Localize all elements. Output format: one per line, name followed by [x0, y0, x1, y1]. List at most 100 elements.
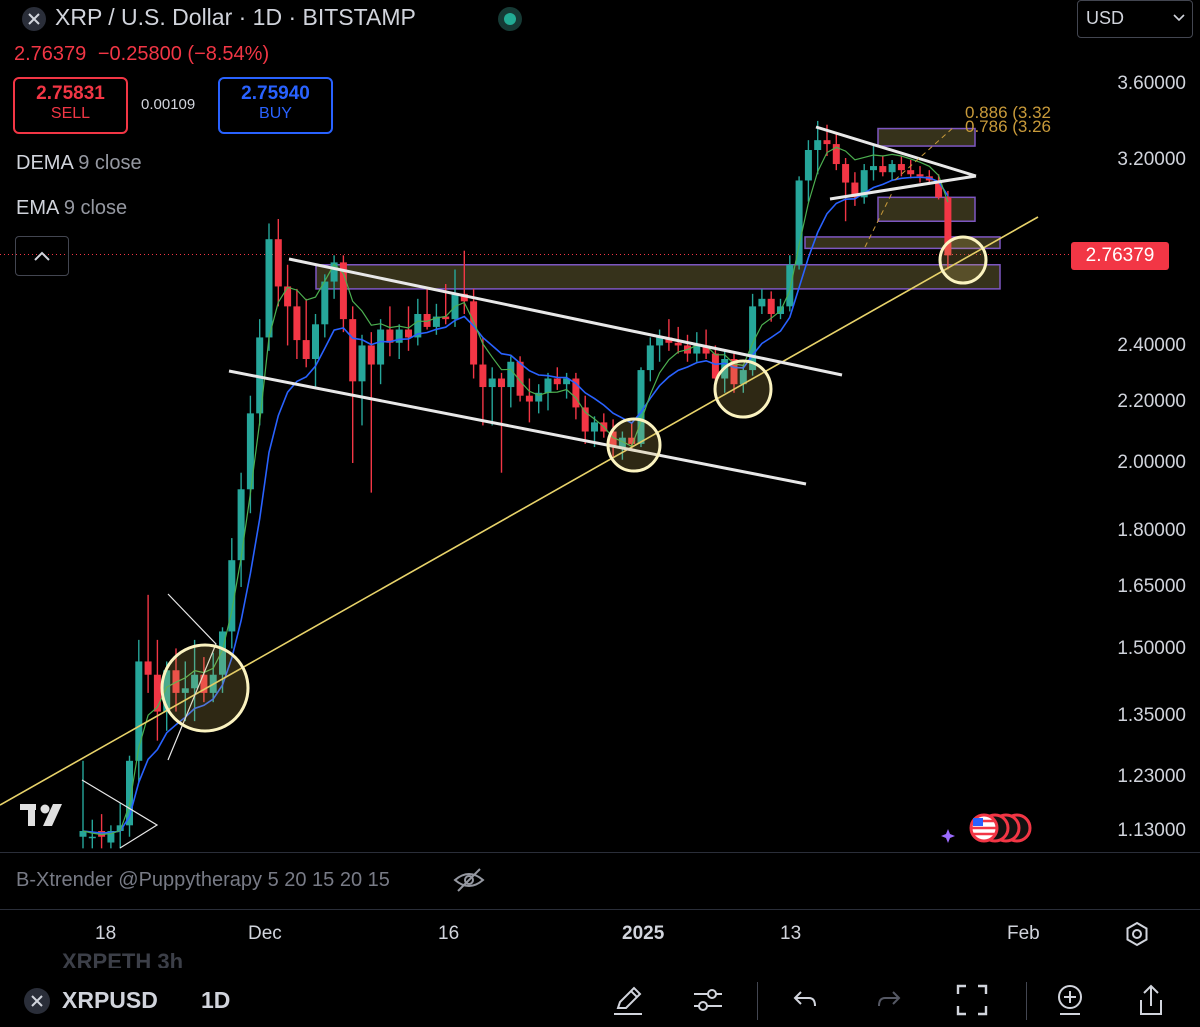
- candle-body: [916, 174, 924, 177]
- candle-body: [795, 180, 803, 265]
- fib-connector-line: [894, 125, 956, 181]
- candle-body: [116, 825, 124, 831]
- candle-body: [572, 378, 580, 408]
- chevron-up-icon: [34, 251, 50, 261]
- candle-body: [79, 831, 87, 837]
- candle-body: [265, 239, 273, 338]
- redo-icon: [878, 991, 901, 1007]
- candle-body: [563, 378, 571, 385]
- sub-indicator-legend[interactable]: B-Xtrender @Puppytherapy 5 20 15 20 15: [16, 869, 390, 892]
- candle-body: [488, 378, 496, 388]
- candle-body: [423, 313, 431, 327]
- currency-select[interactable]: USD: [1077, 0, 1193, 38]
- close-icon: [24, 988, 50, 1014]
- toolbar-divider: [1026, 982, 1027, 1020]
- hidden-eye-icon[interactable]: [452, 866, 486, 899]
- sell-price: 2.75831: [36, 83, 105, 104]
- candle-body: [786, 264, 794, 307]
- candle-body: [405, 329, 412, 338]
- indicator-params: 9 close: [78, 152, 142, 174]
- channel-upper-line: [288, 257, 843, 377]
- candle-body: [823, 140, 831, 145]
- chevron-down-icon: [1173, 14, 1185, 22]
- candle-body: [507, 361, 515, 388]
- price-axis-label: 1.35000: [1117, 705, 1186, 726]
- chart-settings-button[interactable]: [1123, 920, 1151, 953]
- add-alert-button[interactable]: [1048, 978, 1092, 1022]
- candle-body: [656, 337, 664, 346]
- candle-body: [609, 431, 617, 448]
- candle-body: [879, 166, 887, 173]
- candle-body: [479, 364, 487, 388]
- candle-body: [321, 281, 329, 325]
- candle-body: [516, 361, 524, 396]
- indicator-legend-ema[interactable]: EMA 9 close: [16, 197, 127, 220]
- tradingview-logo: [20, 802, 74, 833]
- price-axis-label: 1.13000: [1117, 820, 1186, 841]
- pencil-icon: [614, 986, 642, 1015]
- spread-value: 0.00109: [141, 96, 196, 113]
- drawing-tools-button[interactable]: [606, 978, 650, 1022]
- indicator-name: EMA: [16, 197, 59, 219]
- ema-line: [82, 176, 949, 834]
- buy-label: BUY: [259, 105, 292, 122]
- sell-label: SELL: [50, 105, 91, 122]
- candle-body: [339, 262, 347, 320]
- fib-level-label: 0.886 (3.32: [965, 103, 1052, 122]
- candle-body: [711, 353, 719, 379]
- fullscreen-button[interactable]: [950, 978, 994, 1022]
- sell-button[interactable]: 2.75831 SELL: [13, 77, 128, 134]
- symbol-selector[interactable]: XRPUSD: [62, 987, 158, 1013]
- candle-body: [228, 560, 236, 632]
- gear-icon: [1126, 921, 1148, 947]
- price-axis-label: 3.20000: [1117, 149, 1186, 170]
- candle-body: [395, 329, 403, 343]
- undo-icon: [793, 991, 816, 1007]
- fib-connector-line: [864, 192, 893, 248]
- redo-button[interactable]: [867, 978, 911, 1022]
- price-change-pct: (−8.54%): [187, 43, 270, 65]
- indicators-button[interactable]: [686, 978, 730, 1022]
- candle-body: [88, 836, 96, 839]
- time-axis-label: 13: [780, 923, 802, 944]
- close-chart-button[interactable]: [20, 5, 48, 38]
- price-axis-label: 1.50000: [1117, 638, 1186, 659]
- interval-selector[interactable]: 1D: [201, 987, 231, 1013]
- symbol-title[interactable]: XRP / U.S. Dollar · 1D · BITSTAMP: [55, 4, 416, 30]
- share-button[interactable]: [1129, 978, 1173, 1022]
- candle-body: [181, 688, 189, 693]
- candle-body: [888, 164, 896, 173]
- add-alert-icon: [1058, 985, 1082, 1015]
- pennant-upper-line: [815, 125, 977, 178]
- highlight-circle: [713, 359, 773, 419]
- last-price: 2.76379: [14, 43, 87, 65]
- dema-line: [82, 146, 949, 836]
- buy-button[interactable]: 2.75940 BUY: [218, 77, 333, 134]
- candle-body: [274, 239, 282, 287]
- candle-body: [851, 182, 859, 198]
- price-axis-label: 2.40000: [1117, 335, 1186, 356]
- candle-body: [135, 661, 143, 761]
- candle-body: [637, 370, 645, 444]
- candle-body: [284, 286, 292, 307]
- candle-body: [758, 298, 766, 307]
- candle-body: [646, 345, 654, 371]
- pane-divider[interactable]: [0, 852, 1200, 853]
- economic-events-icon[interactable]: [936, 808, 1036, 848]
- bottom-toolbar: [0, 968, 1200, 1027]
- candle-body: [442, 316, 450, 320]
- candle-body: [525, 395, 533, 402]
- candle-body: [618, 437, 626, 448]
- candle-body: [293, 306, 301, 341]
- close-symbol-button[interactable]: [22, 986, 52, 1021]
- candle-body: [144, 661, 152, 675]
- undo-button[interactable]: [783, 978, 827, 1022]
- sub-indicator-params: 5 20 15 20 15: [267, 869, 390, 891]
- highlight-circle: [160, 643, 250, 733]
- price-change: −0.25800: [97, 43, 182, 65]
- candle-body: [126, 760, 133, 826]
- indicator-legend-dema[interactable]: DEMA 9 close: [16, 152, 142, 175]
- candle-body: [842, 164, 850, 183]
- collapse-legend-button[interactable]: [15, 236, 69, 276]
